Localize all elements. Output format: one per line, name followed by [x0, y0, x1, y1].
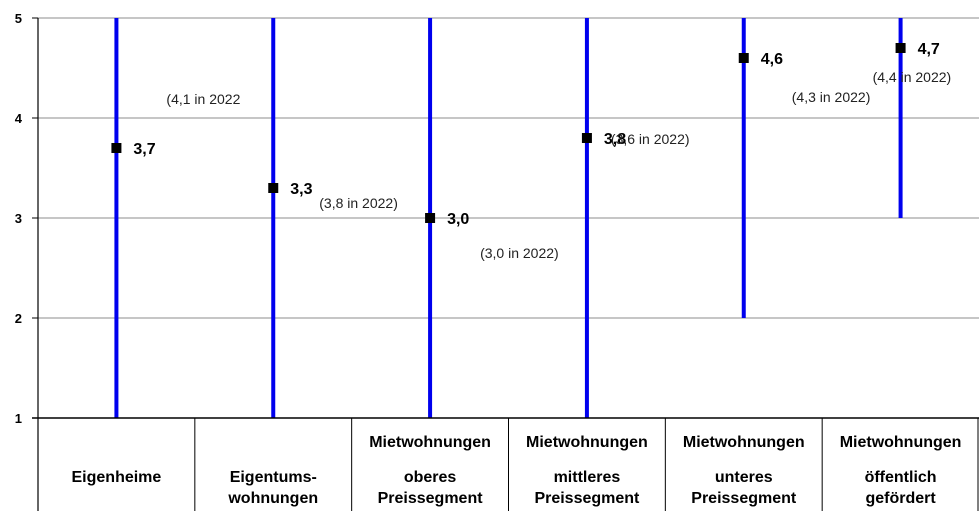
y-tick-label: 3: [15, 211, 22, 226]
category-group-label: Mietwohnungen: [369, 434, 491, 451]
value-marker: [111, 143, 122, 153]
category-group-label: Mietwohnungen: [683, 434, 805, 451]
category-label: wohnungen: [227, 490, 318, 507]
category-group-label: Mietwohnungen: [526, 434, 648, 451]
value-label: 3,0: [447, 211, 469, 228]
annotation-2022: (3,8 in 2022): [319, 195, 398, 211]
annotation-2022: (3,0 in 2022): [480, 245, 559, 261]
category-label: öffentlich: [865, 469, 937, 486]
value-marker: [895, 43, 906, 53]
category-label: Preissegment: [378, 490, 484, 507]
y-tick-label: 5: [15, 11, 22, 26]
value-marker: [581, 133, 592, 143]
y-tick-label: 2: [15, 311, 22, 326]
value-markers: [111, 43, 906, 223]
category-label: Preissegment: [534, 490, 640, 507]
range-bars: [114, 18, 903, 418]
category-label: unteres: [715, 469, 773, 486]
category-table: Eigenheime Eigentums-wohnungen Mietwohnung…: [72, 418, 979, 511]
category-label: Preissegment: [691, 490, 797, 507]
value-label: 3,7: [133, 141, 155, 158]
category-label: mittleres: [554, 469, 621, 486]
annotation-2022: (4,3 in 2022): [792, 89, 871, 105]
axes: [32, 18, 979, 511]
value-marker: [268, 183, 279, 193]
value-label: 3,8: [604, 131, 626, 148]
annotation-2022: (3,6 in 2022): [611, 131, 690, 147]
category-label: Eigentums-: [230, 469, 317, 486]
y-tick-label: 1: [15, 411, 22, 426]
value-marker: [425, 213, 436, 223]
annotation-2022: (4,1 in 2022: [166, 91, 240, 107]
category-label: gefördert: [865, 490, 936, 507]
annotation-2022: (4,4 in 2022): [873, 69, 952, 85]
value-marker: [738, 53, 749, 63]
value-label: 4,7: [918, 41, 940, 58]
y-axis-ticks: 1 2 3 4 5: [15, 11, 38, 426]
annotations: (4,1 in 2022 (3,8 in 2022) (3,0 in 2022) (3…: [166, 69, 951, 261]
category-label: oberes: [404, 469, 457, 486]
y-tick-label: 4: [15, 111, 23, 126]
category-label: Eigenheime: [72, 469, 162, 486]
category-group-label: Mietwohnungen: [840, 434, 962, 451]
value-label: 4,6: [761, 51, 783, 68]
value-label: 3,3: [290, 181, 312, 198]
value-labels: 3,7 3,3 3,0 3,8 4,6 4,7: [133, 41, 940, 228]
gridlines: [38, 17, 979, 319]
